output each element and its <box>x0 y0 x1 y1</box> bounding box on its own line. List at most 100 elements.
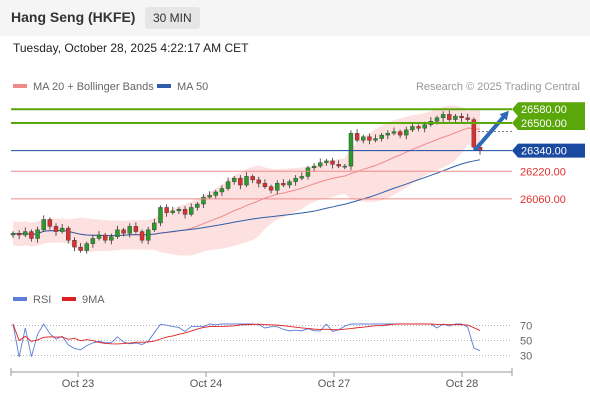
candle-body <box>16 233 22 236</box>
candle <box>115 225 120 239</box>
candle-body <box>90 238 96 244</box>
candle <box>404 126 409 140</box>
candle <box>90 235 96 248</box>
candle <box>23 227 28 238</box>
rsi-legend-label: 9MA <box>82 294 105 306</box>
candle-body <box>385 133 391 136</box>
ma50-line <box>12 159 481 237</box>
candle <box>367 133 372 145</box>
level-label-box <box>512 143 585 158</box>
candle <box>354 129 360 143</box>
candle-body <box>416 126 421 129</box>
candle <box>109 233 114 245</box>
candle <box>145 226 151 245</box>
candle <box>176 207 182 215</box>
candle-body <box>434 117 440 122</box>
candle <box>391 127 397 136</box>
candle <box>465 113 470 122</box>
rsi-level-label: 30 <box>520 351 532 363</box>
timeframe-button[interactable]: 30 MIN <box>145 7 200 29</box>
candle-body <box>238 177 243 186</box>
candle-body <box>201 196 206 205</box>
candle <box>213 189 218 199</box>
chart-title: Hang Seng (HKFE) <box>11 9 136 25</box>
candle <box>158 205 163 227</box>
candle <box>201 194 206 209</box>
candle <box>453 114 458 123</box>
candle-body <box>330 160 335 165</box>
candle <box>219 185 225 197</box>
candle-body <box>121 229 126 234</box>
candle <box>238 175 243 190</box>
level-label: 26500.00 <box>521 118 567 130</box>
candle <box>397 129 403 139</box>
candle-body <box>219 188 225 193</box>
candle <box>188 203 194 217</box>
candle-body <box>397 131 403 136</box>
candle-body <box>391 131 397 134</box>
candle-body <box>348 133 354 167</box>
candle <box>29 229 34 242</box>
candle-body <box>158 207 163 224</box>
candle <box>361 134 366 144</box>
candle <box>440 111 446 122</box>
candle-body <box>373 138 378 141</box>
x-tick-label: Oct 27 <box>318 378 350 390</box>
candle-body <box>152 222 157 231</box>
candle <box>164 204 169 217</box>
candle-body <box>182 208 188 215</box>
candle-body <box>262 183 268 187</box>
candle-body <box>318 162 323 167</box>
candle <box>250 174 255 183</box>
candle-body <box>109 236 114 241</box>
x-tick-label: Oct 24 <box>190 378 222 390</box>
candle <box>324 158 329 166</box>
rsi-ma-line <box>12 323 481 345</box>
candle-body <box>170 210 175 213</box>
candle <box>225 177 231 191</box>
candle <box>275 180 280 195</box>
candle-body <box>256 179 261 184</box>
candle <box>72 237 77 252</box>
candle <box>121 227 126 237</box>
candle-body <box>250 176 255 181</box>
candle-body <box>133 226 139 232</box>
candle-body <box>127 226 132 234</box>
candle-body <box>139 231 145 241</box>
level-label: 26060.00 <box>520 194 566 206</box>
candle-body <box>453 115 458 120</box>
candle-body <box>244 176 249 186</box>
candle-body <box>102 234 108 241</box>
trend-arrow-shaft <box>474 113 507 151</box>
legend-label: MA 50 <box>177 81 208 93</box>
candle-body <box>176 208 182 212</box>
candle <box>47 217 53 230</box>
rsi-legend-label: RSI <box>33 294 51 306</box>
candle <box>318 158 323 169</box>
candle <box>262 179 268 189</box>
candle-body <box>459 115 464 119</box>
candle-body <box>145 229 151 241</box>
candle-body <box>29 231 34 239</box>
candle <box>244 172 249 188</box>
candle-body <box>10 233 16 236</box>
candle-body <box>96 234 102 239</box>
level-label-box <box>512 116 585 131</box>
candle <box>207 191 212 200</box>
candle-body <box>447 114 452 120</box>
trend-arrow-head <box>499 110 509 121</box>
candle <box>336 160 341 169</box>
candle <box>195 201 200 211</box>
candle-body <box>195 203 200 208</box>
candle <box>281 179 286 188</box>
rsi-legend-swatch <box>62 297 76 301</box>
candle-body <box>207 195 212 198</box>
candle <box>102 232 108 244</box>
candle <box>268 184 274 194</box>
candle <box>293 175 298 186</box>
candle <box>127 223 132 238</box>
candle-body <box>268 186 274 191</box>
candle <box>385 130 391 140</box>
candle <box>330 157 335 169</box>
candle <box>447 110 452 122</box>
